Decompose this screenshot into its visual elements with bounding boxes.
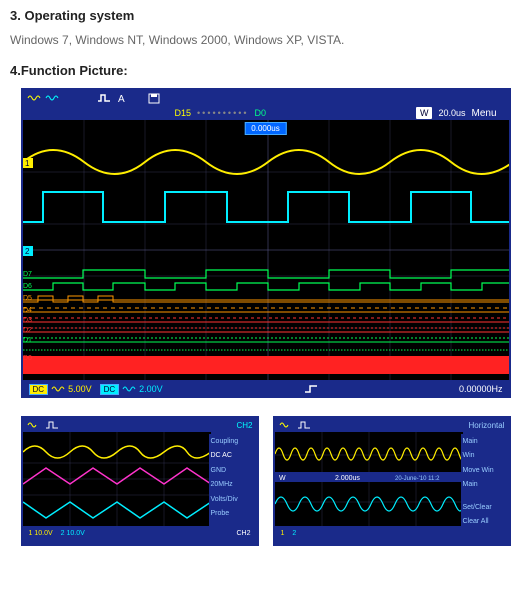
d15-label: D15: [175, 108, 192, 118]
small-right-status: 12: [275, 526, 509, 540]
ch2-label: CH2: [236, 421, 252, 430]
ch2-status: DC 2.00V: [100, 384, 163, 395]
wave-icon[interactable]: [27, 419, 41, 431]
wave-icon[interactable]: [279, 419, 293, 431]
small-right-toolbar: Horizontal: [275, 418, 509, 432]
small-left-plot: [23, 432, 211, 526]
svg-text:D3: D3: [23, 317, 32, 324]
section-4-title: 4.Function Picture:: [10, 63, 521, 78]
svg-text:20-June-'10 11:2: 20-June-'10 11:2: [395, 476, 440, 482]
pulse-icon[interactable]: [45, 419, 59, 431]
svg-text:2.000us: 2.000us: [335, 475, 360, 482]
text-icon[interactable]: A: [115, 92, 129, 104]
small-left-panel: CouplingDC AC GND20MHz Volts/DivProbe: [209, 434, 257, 526]
ch2-trace: [23, 192, 509, 222]
small-scope-left: CH2 CouplingDC AC GND20MHz Volts/DivProb…: [21, 416, 259, 546]
main-toolbar: A: [23, 90, 509, 106]
wave-icon[interactable]: [27, 92, 41, 104]
svg-text:D5: D5: [23, 295, 32, 302]
timebase-label: 20.0us: [438, 108, 465, 118]
small-right-panel: MainWin Move WinMain Set/ClearClear All: [461, 434, 509, 526]
svg-text:D4: D4: [23, 307, 32, 314]
wave2-icon[interactable]: [45, 92, 59, 104]
thumbnails-row: CH2 CouplingDC AC GND20MHz Volts/DivProb…: [10, 416, 521, 546]
svg-text:1: 1: [25, 159, 30, 168]
main-plot-svg: 1 2 D7 D6 D5 D4 D3 D2 D1 D0: [23, 120, 509, 380]
svg-text:2: 2: [25, 247, 30, 256]
svg-text:D2: D2: [23, 327, 32, 334]
horiz-label: Horizontal: [468, 421, 504, 430]
ch1-status: DC 5.00V: [29, 384, 92, 395]
section-3-body: Windows 7, Windows NT, Windows 2000, Win…: [10, 33, 521, 47]
main-statusbar: DC 5.00V DC 2.00V 0.00000Hz: [23, 380, 509, 398]
time-center-badge: 0.000us: [244, 122, 286, 135]
svg-text:A: A: [118, 94, 125, 104]
ch1-trace: [23, 150, 509, 174]
small-left-status: 1 10.0V2 10.0V CH2: [23, 526, 257, 540]
save-icon[interactable]: [147, 92, 161, 104]
main-plot: 0.000us: [23, 120, 509, 380]
svg-text:D6: D6: [23, 283, 32, 290]
small-left-toolbar: CH2: [23, 418, 257, 432]
small-right-plot: W 2.000us 20-June-'10 11:2: [275, 432, 463, 526]
pulse-icon[interactable]: [97, 92, 111, 104]
dots: ••••••••••: [197, 108, 249, 118]
svg-text:W: W: [279, 475, 286, 482]
main-oscilloscope: A D15 •••••••••• D0 W 20.0us Menu 0.000u…: [21, 88, 511, 398]
section-3-title: 3. Operating system: [10, 8, 521, 23]
main-infobar: D15 •••••••••• D0 W 20.0us Menu: [23, 106, 509, 120]
w-badge: W: [416, 107, 433, 119]
svg-text:D7: D7: [23, 271, 32, 278]
freq-readout: 0.00000Hz: [459, 384, 503, 394]
menu-button[interactable]: Menu: [471, 108, 502, 119]
pulse-icon[interactable]: [297, 419, 311, 431]
trigger-edge-icon: [303, 384, 319, 394]
svg-text:D1: D1: [23, 337, 32, 344]
digital-traces: [23, 270, 509, 374]
d0-label: D0: [255, 108, 267, 118]
small-scope-right: Horizontal W 2.000us 20-June-'10 11:2 Ma…: [273, 416, 511, 546]
svg-text:D0: D0: [23, 355, 32, 362]
